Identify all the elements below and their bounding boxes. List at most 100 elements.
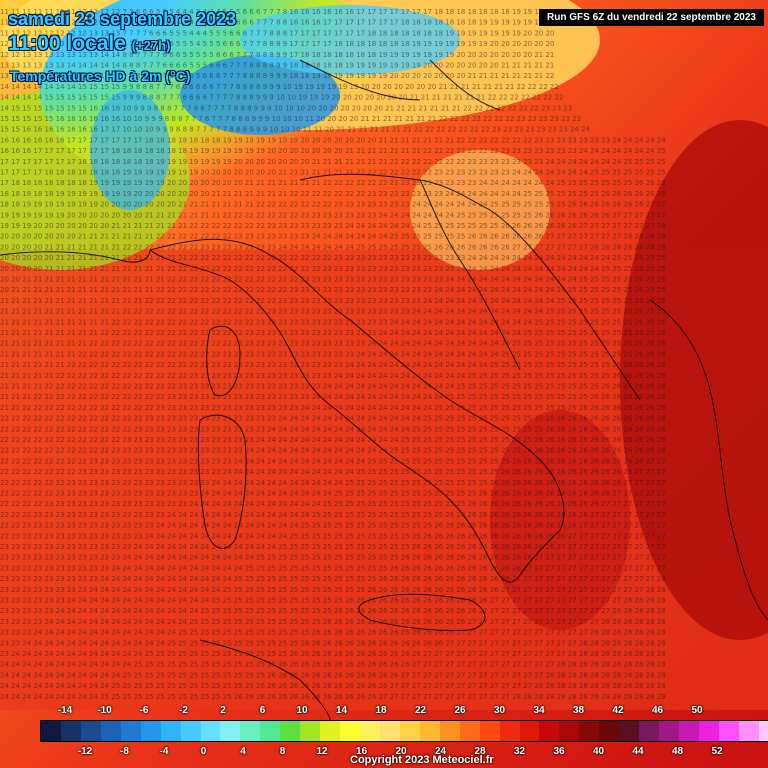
forecast-time-title: 11:00 locale (+27h) xyxy=(8,32,170,56)
value-row: 21 21 21 21 21 21 21 21 21 21 22 22 22 2… xyxy=(0,318,666,326)
value-row: 18 18 19 19 19 19 19 19 19 20 20 20 20 2… xyxy=(0,201,666,209)
legend-label-bottom: 44 xyxy=(632,746,644,757)
value-row: 23 23 23 23 23 23 23 23 23 23 23 24 24 2… xyxy=(0,554,666,562)
value-row: 13 13 13 13 13 13 14 14 14 14 14 8 8 8 7… xyxy=(0,62,554,70)
legend-swatch xyxy=(758,721,768,741)
value-row: 20 20 20 20 20 20 20 21 21 21 21 21 21 2… xyxy=(0,233,666,241)
legend-swatch xyxy=(300,721,321,741)
legend-label-top: 34 xyxy=(533,705,545,716)
legend-swatch xyxy=(738,721,759,741)
legend-label-top: 50 xyxy=(691,705,703,716)
legend-swatch xyxy=(419,721,440,741)
value-row: 15 15 16 16 16 16 16 16 16 17 17 10 10 1… xyxy=(0,126,591,134)
legend-swatch xyxy=(60,721,81,741)
value-row: 20 21 21 21 21 21 21 21 21 21 21 21 21 2… xyxy=(0,286,666,294)
legend-label-top: 30 xyxy=(493,705,506,716)
value-row: 22 22 22 22 22 22 22 22 22 22 23 23 23 2… xyxy=(0,447,666,455)
legend-swatch xyxy=(439,721,460,741)
legend-swatch xyxy=(360,721,380,741)
legend-label-top: 38 xyxy=(572,705,585,716)
value-row: 22 22 22 22 22 22 22 22 23 23 23 23 23 2… xyxy=(0,457,666,465)
value-row: 16 16 16 16 16 16 17 17 17 17 17 17 17 1… xyxy=(0,136,666,144)
legend-swatch xyxy=(320,721,341,741)
value-row: 21 21 21 21 21 21 21 21 21 21 21 21 21 2… xyxy=(0,297,666,305)
value-row: 23 23 23 23 23 23 23 23 23 24 24 24 24 2… xyxy=(0,575,666,583)
legend-swatch xyxy=(599,721,620,741)
value-row: 21 21 22 22 22 22 22 22 22 22 22 22 22 2… xyxy=(0,404,666,412)
value-row: 21 21 21 21 21 21 21 21 21 22 22 22 22 2… xyxy=(0,329,666,337)
legend-swatch xyxy=(180,721,201,741)
legend-label-bottom: -4 xyxy=(159,746,169,757)
legend-label-bottom: 28 xyxy=(474,746,486,757)
value-row: 12 12 13 13 13 13 13 13 13 14 14 8 8 7 7… xyxy=(0,51,554,59)
map-subtitle: Températures HD à 2m (°C) xyxy=(10,68,191,84)
legend-label-top: 14 xyxy=(335,705,348,716)
legend-label-bottom: 0 xyxy=(200,746,207,757)
value-row: 11 11 11 11 12 12 12 12 12 12 12 7 7 7 6… xyxy=(0,19,554,27)
legend-label-top: -6 xyxy=(139,705,149,716)
legend-label-top: 42 xyxy=(612,705,624,716)
legend-swatch xyxy=(519,721,540,741)
legend-label-top: 26 xyxy=(454,705,466,716)
value-row: 22 22 22 22 22 22 22 22 22 22 22 22 22 2… xyxy=(0,415,666,423)
temperature-value-grid: 11 11 11 11 11 11 11 12 12 12 12 7 7 6 6… xyxy=(0,8,666,701)
legend-label-top: 22 xyxy=(414,705,427,716)
forecast-time: 11:00 locale xyxy=(8,32,126,55)
value-row: 22 23 23 23 23 23 23 23 23 23 23 23 23 2… xyxy=(0,532,666,540)
value-row: 23 23 23 23 23 23 23 23 23 23 23 23 24 2… xyxy=(0,543,666,551)
value-row: 23 23 23 23 23 23 23 23 23 23 24 24 24 2… xyxy=(0,564,666,572)
value-row: 20 20 20 20 21 21 21 21 21 21 21 22 22 2… xyxy=(0,243,666,251)
legend-label-bottom: 4 xyxy=(240,746,246,757)
legend-swatch xyxy=(379,721,400,741)
legend-swatch xyxy=(100,721,121,741)
legend-swatch xyxy=(639,721,660,741)
legend-swatch xyxy=(80,721,101,741)
legend-swatch xyxy=(679,721,699,741)
value-row: 21 21 21 22 22 22 22 22 22 22 22 22 22 2… xyxy=(0,393,666,401)
value-row: 21 21 21 21 21 21 21 21 21 21 21 21 22 2… xyxy=(0,308,666,316)
legend-label-bottom: 16 xyxy=(355,746,368,757)
value-row: 11 11 11 11 11 11 11 12 12 12 12 7 7 6 6… xyxy=(0,8,554,16)
legend-swatch xyxy=(280,721,301,741)
value-row: 23 23 23 23 24 24 24 24 24 24 24 24 24 2… xyxy=(0,618,666,626)
value-row: 21 21 21 21 21 22 22 22 22 22 22 22 22 2… xyxy=(0,372,666,380)
legend-swatch xyxy=(41,721,61,741)
legend-swatch xyxy=(479,721,500,741)
legend-swatch xyxy=(399,721,420,741)
forecast-offset: (+27h) xyxy=(131,38,171,53)
value-row: 21 21 21 21 22 22 22 22 22 22 22 22 22 2… xyxy=(0,383,666,391)
legend-label-top: 18 xyxy=(375,705,387,716)
legend-label-top: -2 xyxy=(179,705,188,716)
legend-label-top: 46 xyxy=(651,705,664,716)
value-row: 11 12 12 12 12 12 12 12 13 13 13 7 7 7 7… xyxy=(0,29,554,37)
legend-label-bottom: 32 xyxy=(513,746,526,757)
value-row: 23 23 23 23 23 23 23 23 24 24 24 24 24 2… xyxy=(0,586,666,594)
legend-swatch xyxy=(120,721,141,741)
legend-swatch xyxy=(340,721,360,741)
value-row: 22 22 22 22 22 22 22 23 23 23 23 23 23 2… xyxy=(0,468,666,476)
legend-label-top: 6 xyxy=(259,705,266,716)
legend-swatch xyxy=(539,721,560,741)
legend-label-bottom: -8 xyxy=(120,746,129,757)
value-row: 20 20 20 20 20 21 21 21 21 21 21 21 21 2… xyxy=(0,254,666,262)
legend-label-bottom: 48 xyxy=(671,746,684,757)
value-row: 24 24 24 24 24 24 24 24 24 24 24 24 25 2… xyxy=(0,661,666,669)
value-row: 14 14 14 14 15 15 15 15 15 15 15 9 9 9 8… xyxy=(0,94,563,102)
value-row: 22 22 22 22 22 22 22 22 22 22 22 22 23 2… xyxy=(0,425,666,433)
value-row: 23 23 23 23 23 23 24 24 24 24 24 24 24 2… xyxy=(0,597,666,605)
value-row: 18 18 18 18 18 19 19 19 19 19 19 19 20 2… xyxy=(0,190,666,198)
legend-label-top: -10 xyxy=(97,705,112,716)
value-row: 22 22 22 22 22 23 23 23 23 23 23 23 23 2… xyxy=(0,490,666,498)
value-row: 20 20 21 21 21 21 21 21 21 21 21 21 21 2… xyxy=(0,276,666,284)
legend-swatch xyxy=(260,721,281,741)
value-row: 16 16 16 17 17 17 17 17 17 17 18 18 18 1… xyxy=(0,147,666,155)
legend-swatch xyxy=(559,721,580,741)
value-row: 24 24 24 24 24 24 24 24 24 24 24 25 25 2… xyxy=(0,671,666,679)
value-row: 22 22 22 22 23 23 23 23 23 23 23 23 23 2… xyxy=(0,500,666,508)
value-row: 24 24 24 24 24 24 24 24 24 24 25 25 25 2… xyxy=(0,682,666,690)
value-row: 17 17 17 17 18 18 18 18 18 18 18 19 19 1… xyxy=(0,169,666,177)
color-scale-legend xyxy=(40,720,768,742)
value-row: 17 18 18 18 18 18 18 18 19 19 19 19 19 1… xyxy=(0,179,666,187)
legend-swatch xyxy=(200,721,221,741)
